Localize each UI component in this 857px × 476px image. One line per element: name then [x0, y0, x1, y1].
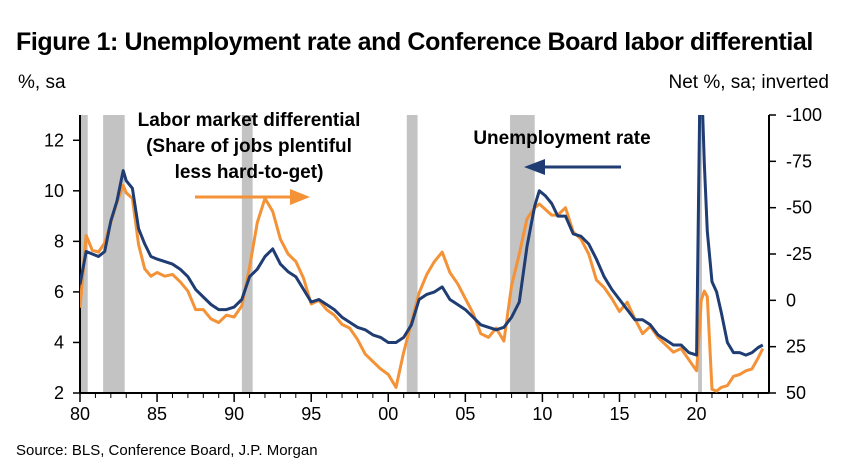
- chart-title: Figure 1: Unemployment rate and Conferen…: [16, 28, 813, 56]
- series-lines: [80, 115, 765, 393]
- x-tick-label: 10: [532, 404, 552, 424]
- left-arrow-icon: [524, 159, 621, 175]
- x-tick-label: 85: [147, 404, 167, 424]
- unemployment-annotation: Unemployment rate: [473, 128, 650, 149]
- x-tick-label: 15: [609, 404, 629, 424]
- right-tick-label: -100: [786, 105, 822, 125]
- right-tick-label: -50: [786, 198, 812, 218]
- recession-band: [406, 115, 418, 393]
- x-tick-label: 00: [378, 404, 398, 424]
- left-tick-label: 10: [44, 181, 64, 201]
- right-tick-label: -75: [786, 151, 812, 171]
- x-tick-label: 80: [70, 404, 90, 424]
- differential-annotation-line3: less hard-to-get): [175, 162, 324, 183]
- recession-band: [241, 115, 253, 393]
- x-tick-label: 90: [224, 404, 244, 424]
- unemployment-rate-line: [80, 115, 764, 357]
- right-tick-label: -25: [786, 244, 812, 264]
- x-tick-label: 05: [455, 404, 475, 424]
- right-tick-label: 25: [786, 337, 806, 357]
- differential-annotation-line2: (Share of jobs plentiful: [146, 136, 352, 157]
- recession-band: [103, 115, 125, 393]
- left-tick-label: 12: [44, 130, 64, 150]
- labor-differential-line: [80, 183, 765, 393]
- left-tick-label: 4: [54, 332, 64, 352]
- right-axis-unit-label: Net %, sa; inverted: [668, 72, 829, 93]
- left-tick-label: 6: [54, 282, 64, 302]
- source-note: Source: BLS, Conference Board, J.P. Morg…: [16, 442, 318, 459]
- right-tick-label: 0: [786, 290, 796, 310]
- right-tick-label: 50: [786, 383, 806, 403]
- x-tick-label: 95: [301, 404, 321, 424]
- right-arrow-icon: [195, 189, 310, 205]
- left-axis-unit-label: %, sa: [18, 72, 66, 93]
- x-tick-label: 20: [687, 404, 707, 424]
- differential-annotation-line1: Labor market differential: [138, 110, 361, 131]
- axes: 80 85 90 95 00 05 10 15 20 2 4 6 8 10 12 -100 -75 -50 -25 0…: [44, 105, 822, 424]
- left-tick-label: 8: [54, 231, 64, 251]
- left-tick-label: 2: [54, 383, 64, 403]
- recession-band: [510, 115, 535, 393]
- recession-band: [698, 115, 702, 393]
